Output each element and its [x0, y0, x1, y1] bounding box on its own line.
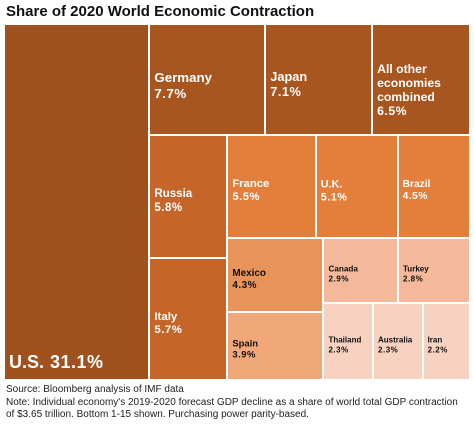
value-label: 2.3% — [328, 345, 349, 355]
cell-label: Germany 7.7% — [154, 70, 262, 101]
cell: All other economies combined 6.5% — [372, 24, 470, 135]
value-label: 5.5% — [232, 191, 260, 204]
cell-label: Canada 2.9% — [328, 265, 395, 284]
value-label: 4.5% — [402, 190, 428, 202]
cell: France 5.5% — [227, 134, 316, 239]
category-name: Italy — [154, 311, 178, 324]
cell: U.S. 31.1% — [4, 24, 150, 380]
value-label: 31.1% — [50, 352, 104, 373]
cell-label: Japan 7.1% — [270, 70, 369, 99]
cell-label: Thailand 2.3% — [328, 336, 370, 354]
value-label: 5.8% — [154, 201, 183, 214]
value-label: 2.2% — [427, 345, 448, 355]
value-label: 3.9% — [232, 349, 256, 361]
value-label: 4.3% — [232, 279, 257, 291]
cell: U.K. 5.1% — [315, 134, 398, 239]
cell: Thailand 2.3% — [323, 302, 374, 380]
category-name: Russia — [154, 188, 193, 201]
category-name: Mexico — [232, 268, 267, 280]
value-label: 7.7% — [154, 85, 187, 101]
category-name: Canada — [328, 264, 358, 274]
cell-label: Mexico 4.3% — [232, 268, 320, 291]
category-name: U.S. — [9, 352, 45, 373]
chart-title: Share of 2020 World Economic Contraction — [6, 3, 315, 20]
cell-label: France 5.5% — [232, 179, 312, 205]
value-label: 7.1% — [270, 84, 302, 100]
category-name: Brazil — [402, 179, 431, 191]
value-label: 2.8% — [403, 274, 424, 284]
cell: Spain 3.9% — [227, 312, 324, 380]
cell: Australia 2.3% — [373, 302, 423, 380]
cell-label: Spain 3.9% — [232, 338, 320, 362]
category-name: Australia — [378, 335, 413, 345]
cell-label: Iran 2.2% — [428, 336, 467, 354]
value-label: 5.7% — [154, 324, 183, 337]
category-name: France — [232, 178, 270, 191]
cell: Russia 5.8% — [149, 134, 228, 259]
category-name: All other economies combined — [377, 62, 441, 105]
cell: Iran 2.2% — [422, 302, 470, 380]
cell: Canada 2.9% — [323, 238, 398, 303]
cell-label: Turkey 2.8% — [403, 265, 467, 283]
cell-label: Italy 5.7% — [154, 311, 224, 337]
source: Source: Bloomberg analysis of IMF data — [6, 384, 184, 395]
category-name: Iran — [427, 335, 443, 345]
cell-label: All other economies combined 6.5% — [377, 62, 467, 118]
category-name: Thailand — [328, 335, 362, 345]
value-label: 6.5% — [377, 104, 407, 119]
note: Note: Individual economy's 2019-2020 for… — [6, 397, 458, 420]
category-name: U.K. — [320, 178, 343, 191]
category-name: Spain — [232, 338, 259, 350]
cell: Brazil 4.5% — [397, 134, 470, 239]
cell: Germany 7.7% — [149, 24, 266, 135]
value-label: 5.1% — [320, 191, 348, 204]
cell: Italy 5.7% — [149, 258, 228, 380]
cell-label: U.K. 5.1% — [321, 179, 395, 204]
value-label: 2.3% — [378, 345, 399, 355]
cell-label: Russia 5.8% — [154, 188, 224, 215]
treemap: U.S. 31.1% Germany 7.7% Japan 7.1% All other e… — [4, 24, 470, 380]
category-name: Germany — [154, 70, 213, 86]
category-name: Turkey — [403, 264, 429, 274]
cell: Mexico 4.3% — [227, 238, 324, 313]
cell-label: Australia 2.3% — [378, 336, 420, 354]
cell-label: U.S. 31.1% — [9, 352, 146, 373]
cell: Turkey 2.8% — [398, 238, 470, 303]
cell-label: Brazil 4.5% — [403, 179, 467, 202]
cell: Japan 7.1% — [265, 24, 373, 135]
value-label: 2.9% — [328, 274, 350, 284]
category-name: Japan — [270, 69, 308, 85]
